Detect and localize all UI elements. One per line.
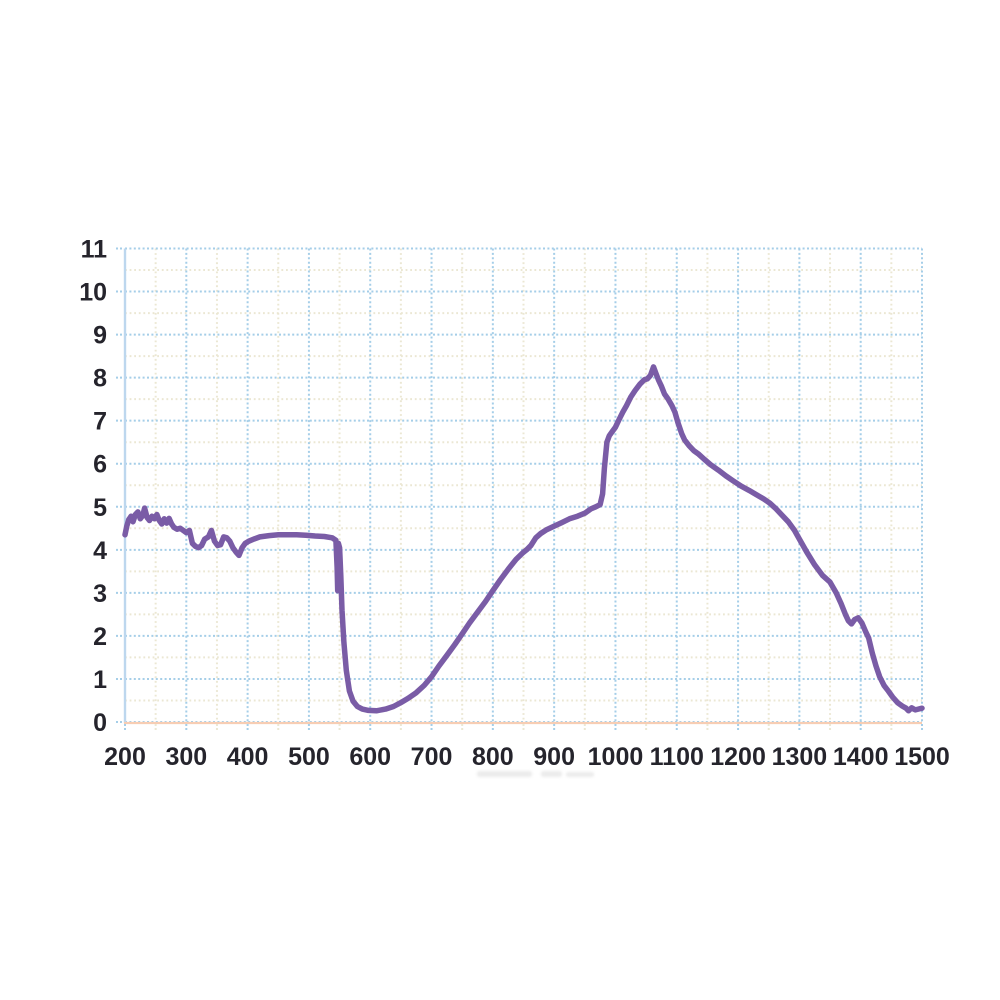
y-tick-label: 6 (93, 451, 107, 479)
y-tick-label: 5 (93, 494, 107, 522)
x-tick-label: 1400 (833, 743, 889, 771)
y-tick-label: 10 (79, 279, 107, 307)
y-tick-label: 9 (93, 322, 107, 350)
cropped-axis-title-artifact (566, 772, 594, 777)
y-tick-label: 1 (93, 666, 107, 694)
cropped-axis-title-artifact (541, 771, 562, 777)
y-tick-label: 4 (93, 537, 107, 565)
x-tick-label: 300 (165, 743, 207, 771)
x-tick-label: 1500 (894, 743, 950, 771)
y-tick-label: 0 (93, 709, 107, 737)
cropped-axis-title-artifact (477, 771, 532, 777)
x-tick-label: 1000 (588, 743, 644, 771)
x-tick-label: 600 (349, 743, 391, 771)
y-tick-label: 2 (93, 623, 107, 651)
major-gridlines (124, 247, 923, 723)
x-tick-label: 1100 (650, 743, 704, 771)
axis-lines (123, 248, 922, 725)
y-tick-label: 3 (93, 580, 107, 608)
minor-gridlines (125, 248, 922, 722)
y-tick-label: 8 (93, 365, 107, 393)
y-tick-label: 7 (93, 408, 107, 436)
data-series (122, 364, 925, 714)
tick-labels: 200 300 400 500 600 700 800 900 1000 1100 1200 1300… (79, 236, 950, 772)
x-tick-label: 1200 (710, 743, 766, 771)
x-tick-label: 500 (288, 743, 330, 771)
x-tick-label: 900 (533, 743, 575, 771)
x-tick-label: 1300 (772, 743, 828, 771)
series-spectral-curve (122, 364, 925, 714)
x-tick-label: 400 (227, 743, 269, 771)
y-tick-label: 11 (81, 236, 108, 264)
x-tick-label: 700 (411, 743, 453, 771)
x-tick-label: 200 (104, 743, 146, 771)
x-tick-label: 800 (472, 743, 514, 771)
tick-marks (116, 247, 923, 732)
